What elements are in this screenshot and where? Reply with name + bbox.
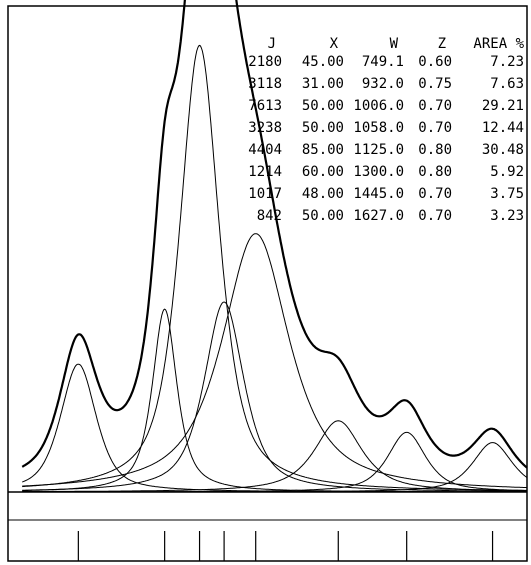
table-cell: 12.44 [482,120,524,136]
table-cell: 0.80 [418,164,452,180]
component-curve-7 [22,431,528,493]
plot-frame [7,5,528,562]
table-cell: 1125.0 [353,142,404,158]
table-cell: 2180 [248,54,282,70]
table-cell: 1214 [248,164,282,180]
table-cell: 4404 [248,142,282,158]
table-cell: 1445.0 [353,186,404,202]
component-curve-8 [22,442,528,493]
table-cell: 3118 [248,76,282,92]
table-cell: 3.75 [490,186,524,202]
table-cell: 30.48 [482,142,524,158]
table-cell: 1300.0 [353,164,404,180]
envelope-curve [21,0,528,469]
table-cell: 749.1 [362,54,404,70]
table-header: J [268,36,276,52]
peak-markers [77,531,494,561]
table-cell: 842 [257,208,282,224]
table-cell: 0.70 [418,98,452,114]
table-header: AREA % [473,36,524,52]
table-cell: 1017 [248,186,282,202]
table-cell: 932.0 [362,76,404,92]
table-cell: 7.63 [490,76,524,92]
parameter-table: J X W Z AREA % 2180 45.00 749.1 0.60 7.23 3118 31.0… [248,36,524,224]
component-curve-5 [22,233,528,489]
component-curve-6 [22,420,527,492]
table-cell: 0.70 [418,208,452,224]
table-cell: 3238 [248,120,282,136]
table-cell: 48.00 [302,186,344,202]
table-cell: 5.92 [490,164,524,180]
table-cell: 7.23 [490,54,524,70]
table-cell: 85.00 [302,142,344,158]
table-cell: 1627.0 [353,208,404,224]
component-curve-4 [22,301,527,492]
table-header: Z [438,36,446,52]
table-cell: 60.00 [302,164,344,180]
table-cell: 45.00 [302,54,344,70]
table-cell: 0.75 [418,76,452,92]
table-cell: 29.21 [482,98,524,114]
table-cell: 3.23 [490,208,524,224]
table-cell: 1006.0 [353,98,404,114]
table-cell: 0.70 [418,186,452,202]
table-header: W [390,36,399,52]
table-cell: 50.00 [302,120,344,136]
component-curve-2 [22,308,527,493]
table-cell: 0.80 [418,142,452,158]
table-cell: 1058.0 [353,120,404,136]
table-header: X [330,36,339,52]
table-cell: 7613 [248,98,282,114]
table-cell: 0.70 [418,120,452,136]
table-cell: 31.00 [302,76,344,92]
table-cell: 50.00 [302,98,344,114]
component-curve-3 [22,44,527,491]
component-curves [22,44,528,493]
table-cell: 0.60 [418,54,452,70]
table-cell: 50.00 [302,208,344,224]
